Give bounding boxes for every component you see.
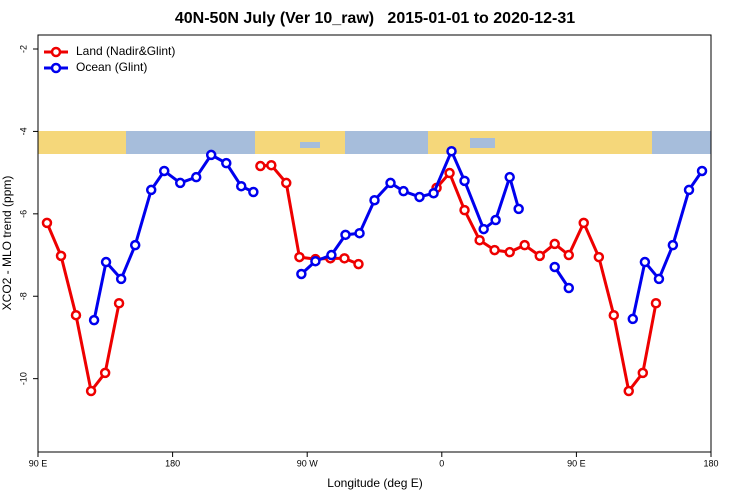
data-point xyxy=(667,239,679,251)
y-tick-label: -10 xyxy=(18,372,28,385)
data-point xyxy=(174,177,186,189)
data-point xyxy=(444,167,455,179)
data-point xyxy=(145,184,157,196)
series-line xyxy=(300,147,521,276)
data-point xyxy=(115,273,127,285)
data-point xyxy=(696,165,708,177)
data-point xyxy=(428,187,439,199)
data-point xyxy=(326,249,337,261)
data-point xyxy=(608,309,620,321)
data-point xyxy=(294,251,305,263)
data-point xyxy=(578,217,589,229)
chart-title: 40N-50N July (Ver 10_raw) 2015-01-01 to … xyxy=(175,10,575,27)
data-point xyxy=(310,255,321,267)
data-point xyxy=(639,256,651,268)
x-tick-label: 90 W xyxy=(297,458,319,468)
x-tick-label: 90 E xyxy=(29,458,48,468)
x-axis-label: Longitude (deg E) xyxy=(327,476,422,490)
y-tick-label: -6 xyxy=(18,210,28,218)
data-point xyxy=(248,186,259,198)
y-tick-label: -8 xyxy=(18,292,28,300)
data-point xyxy=(650,297,662,309)
series-line xyxy=(45,222,121,395)
data-point xyxy=(637,367,649,379)
data-point xyxy=(205,149,217,161)
series-line xyxy=(260,163,360,266)
data-point xyxy=(339,253,350,264)
data-point xyxy=(221,157,232,169)
data-point xyxy=(623,385,634,397)
data-point xyxy=(490,214,501,226)
data-point xyxy=(340,229,351,241)
data-point xyxy=(129,239,141,251)
legend-marker xyxy=(50,62,62,74)
data-point xyxy=(398,185,409,197)
plot-frame xyxy=(37,34,712,453)
data-point xyxy=(513,203,524,215)
data-point xyxy=(99,367,111,379)
data-point xyxy=(563,282,575,294)
map-strip xyxy=(38,131,711,154)
x-tick-label: 90 E xyxy=(567,458,586,468)
x-tick-label: 180 xyxy=(703,458,718,468)
legend-marker xyxy=(50,46,62,58)
data-point xyxy=(414,191,425,203)
data-point xyxy=(627,313,639,325)
series-line xyxy=(435,170,658,395)
data-point xyxy=(158,165,170,177)
y-tick-label: -2 xyxy=(18,45,28,53)
data-point xyxy=(683,184,695,196)
x-tick-label: 180 xyxy=(165,458,180,468)
data-point xyxy=(478,223,489,235)
data-point xyxy=(281,177,292,189)
data-point xyxy=(489,244,500,256)
legend-label: Ocean (Glint) xyxy=(76,60,147,74)
series-line xyxy=(92,152,255,321)
y-tick-label: -4 xyxy=(18,127,28,135)
data-point xyxy=(504,171,515,183)
data-point xyxy=(255,160,266,172)
data-point xyxy=(563,249,575,261)
data-point xyxy=(474,234,485,246)
data-point xyxy=(70,309,82,321)
y-axis-label: XCO2 - MLO trend (ppm) xyxy=(0,176,14,311)
data-point xyxy=(459,204,470,216)
data-point xyxy=(519,239,530,251)
data-point xyxy=(354,227,365,239)
data-point xyxy=(296,268,307,280)
legend-label: Land (Nadir&Glint) xyxy=(76,44,175,58)
data-point xyxy=(385,177,396,189)
data-point xyxy=(100,256,112,268)
data-point xyxy=(504,246,515,258)
data-point xyxy=(549,261,560,273)
data-point xyxy=(446,145,457,157)
data-point xyxy=(369,194,380,206)
x-tick-label: 0 xyxy=(439,458,444,468)
data-point xyxy=(266,159,277,171)
data-point xyxy=(235,180,247,192)
data-point xyxy=(653,273,665,285)
data-point xyxy=(41,217,53,229)
data-point xyxy=(85,385,97,397)
data-point xyxy=(88,314,100,326)
data-point xyxy=(113,297,125,309)
data-point xyxy=(55,250,67,262)
data-point xyxy=(459,175,470,187)
data-point xyxy=(534,250,546,262)
data-point xyxy=(549,238,560,250)
data-point xyxy=(190,171,202,183)
data-point xyxy=(593,251,605,263)
data-point xyxy=(353,258,364,270)
